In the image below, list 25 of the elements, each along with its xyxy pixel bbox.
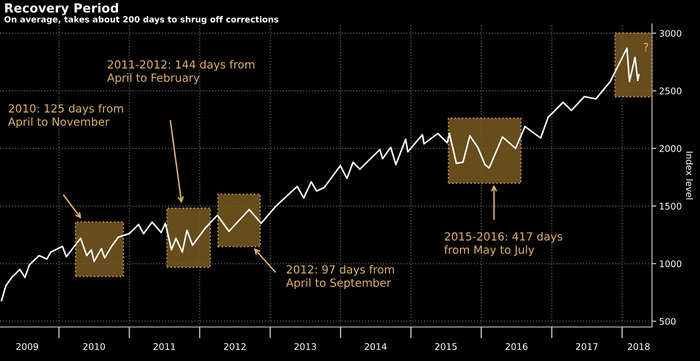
line-series (0, 47, 640, 302)
x-tick-label: 2010 (83, 343, 105, 350)
x-tick-label: 2011 (154, 343, 176, 350)
x-tick-label: 2017 (576, 343, 598, 350)
annotation: 2010: 125 days from April to November (8, 104, 123, 128)
x-tick-label: 2009 (16, 343, 38, 350)
x-tick-label: 2016 (506, 343, 528, 350)
x-tick-label: 2012 (224, 343, 246, 350)
y-tick-label: 1500 (660, 202, 682, 210)
annotation: 2012: 97 days from April to September (286, 265, 394, 290)
x-tick-label: 2013 (294, 343, 316, 350)
chart-subtitle: On average, takes about 200 days to shrug off corrections (4, 16, 278, 24)
x-tick-label: 2015 (435, 343, 457, 350)
annotation: 2011-2012: 144 days from April to February (107, 60, 254, 84)
y-tick-label: 1000 (660, 260, 682, 268)
y-tick-label: 2500 (660, 88, 682, 94)
annotation: ? (644, 42, 648, 52)
chart-title: Recovery Period (5, 3, 118, 16)
y-tick-label: 3000 (660, 30, 682, 37)
y-tick-label: 500 (660, 318, 676, 325)
y-tick-label: 2000 (660, 145, 682, 152)
x-tick-label: 2014 (364, 343, 387, 350)
annotation: 2015-2016: 417 days from May to July (444, 232, 562, 256)
y-axis-title: Index level (686, 152, 694, 200)
x-tick-label: 2018 (628, 343, 650, 350)
